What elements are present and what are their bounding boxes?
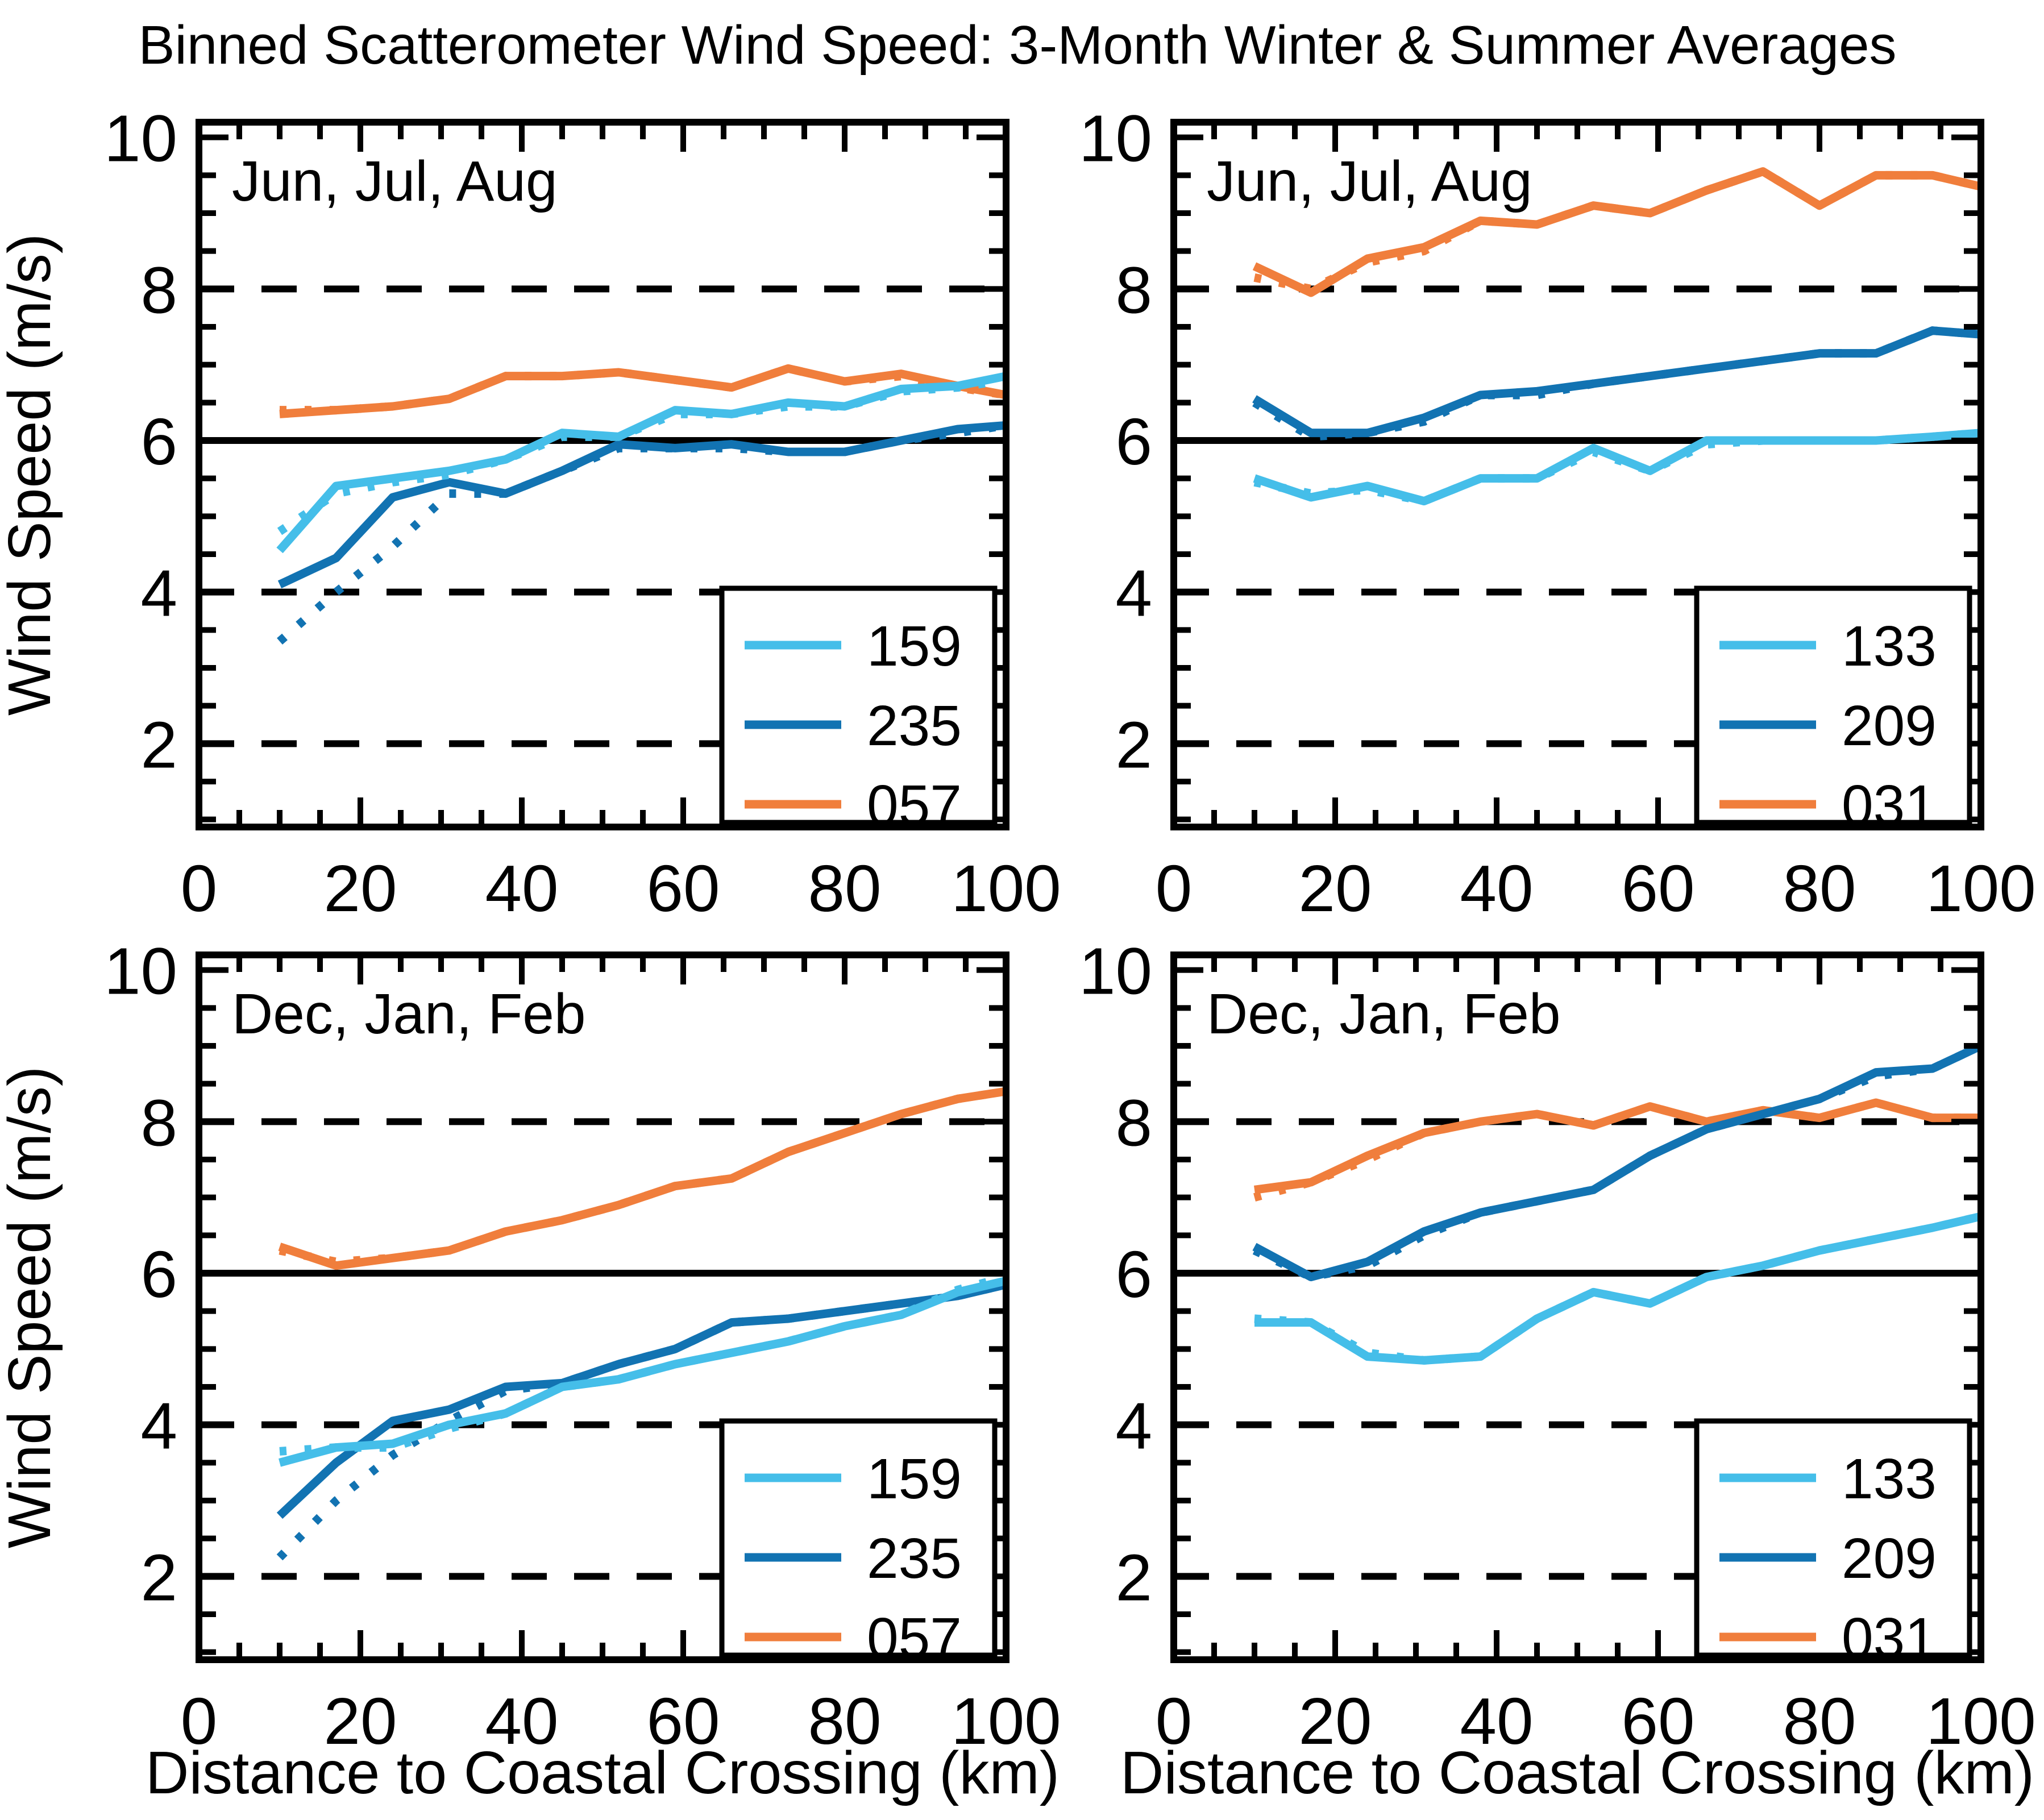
y-tick-label-8: 8 (140, 1086, 177, 1160)
series-159-dotted (279, 1273, 1007, 1456)
y-tick-label-2: 2 (1115, 708, 1152, 782)
series-133-dotted (1253, 429, 1981, 506)
y-tick-label-6: 6 (140, 1237, 177, 1311)
legend: 159 235 057 (719, 585, 998, 837)
legend-box (1694, 1418, 1972, 1658)
x-axis-label-left: Distance to Coastal Crossing (km) (146, 1739, 1060, 1806)
y-tick-label-6: 6 (1115, 405, 1152, 479)
x-tick-label-60: 60 (1621, 1684, 1694, 1758)
x-tick-label-100: 100 (951, 851, 1061, 925)
x-tick-label-40: 40 (1460, 851, 1533, 925)
x-tick-label-20: 20 (323, 1684, 397, 1758)
x-tick-label-0: 0 (181, 1684, 218, 1758)
season-label: Dec, Jan, Feb (1207, 982, 1561, 1046)
legend-label-057: 057 (867, 774, 962, 837)
x-tick-label-40: 40 (1460, 1684, 1533, 1758)
y-tick-label-8: 8 (1115, 253, 1152, 327)
legend-label-159: 159 (867, 1447, 962, 1511)
series-235-dotted (277, 421, 1007, 645)
legend-label-209: 209 (1842, 694, 1937, 758)
x-tick-label-0: 0 (181, 851, 218, 925)
x-tick-label-40: 40 (485, 851, 558, 925)
x-tick-label-80: 80 (808, 851, 881, 925)
series-031-dotted (1253, 167, 1982, 293)
figure-title: Binned Scatterometer Wind Speed: 3-Month… (139, 15, 1897, 76)
series-057-solid (279, 364, 1007, 418)
x-tick-label-60: 60 (646, 1684, 720, 1758)
series-159-solid (276, 372, 1007, 554)
legend-box (719, 585, 998, 825)
legend-box (1694, 585, 1972, 825)
y-axis-label-bottom: Wind Speed (m/s) (0, 1066, 63, 1548)
series-209-dotted (1252, 1042, 1983, 1282)
series-209-dotted (1252, 326, 1981, 441)
y-tick-label-6: 6 (140, 405, 177, 479)
legend: 159 235 057 (719, 1418, 998, 1670)
y-tick-label-4: 4 (140, 556, 177, 630)
legend-label-133: 133 (1842, 1447, 1937, 1511)
y-tick-label-10: 10 (104, 934, 177, 1008)
legend: 133 209 031 (1694, 585, 1972, 837)
x-tick-label-20: 20 (1298, 851, 1372, 925)
x-tick-label-60: 60 (1621, 851, 1694, 925)
x-axis-label-right: Distance to Coastal Crossing (km) (1120, 1739, 2034, 1806)
legend-label-159: 159 (867, 614, 962, 678)
x-tick-label-20: 20 (1298, 1684, 1372, 1758)
legend: 133 209 031 (1694, 1418, 1972, 1670)
x-tick-label-0: 0 (1156, 1684, 1193, 1758)
y-tick-label-2: 2 (140, 1540, 177, 1614)
y-tick-label-2: 2 (140, 708, 177, 782)
x-tick-label-100: 100 (951, 1684, 1061, 1758)
x-tick-label-100: 100 (1926, 1684, 2036, 1758)
y-tick-label-10: 10 (1079, 102, 1152, 176)
series-209-solid (1252, 1042, 1983, 1282)
legend-label-133: 133 (1842, 614, 1937, 678)
x-tick-label-40: 40 (485, 1684, 558, 1758)
y-tick-label-8: 8 (140, 253, 177, 327)
legend-label-057: 057 (867, 1606, 962, 1670)
series-133-dotted (1254, 1212, 1982, 1365)
x-tick-label-80: 80 (1783, 851, 1856, 925)
legend-label-031: 031 (1842, 1606, 1937, 1670)
y-tick-label-4: 4 (140, 1389, 177, 1463)
season-label: Dec, Jan, Feb (232, 982, 586, 1046)
y-tick-label-10: 10 (104, 102, 177, 176)
series-235-dotted (276, 1280, 1007, 1561)
y-tick-label-4: 4 (1115, 556, 1152, 630)
y-tick-label-4: 4 (1115, 1389, 1152, 1463)
x-tick-label-0: 0 (1156, 851, 1193, 925)
x-tick-label-20: 20 (323, 851, 397, 925)
series-031-dotted (1253, 1098, 1981, 1202)
x-tick-label-100: 100 (1926, 851, 2036, 925)
season-label: Jun, Jul, Aug (232, 149, 558, 213)
legend-label-209: 209 (1842, 1527, 1937, 1590)
y-axis-label-top: Wind Speed (m/s) (0, 234, 63, 716)
legend-box (719, 1418, 998, 1658)
season-label: Jun, Jul, Aug (1207, 149, 1532, 213)
x-tick-label-60: 60 (646, 851, 720, 925)
legend-label-031: 031 (1842, 774, 1937, 837)
y-tick-label-6: 6 (1115, 1237, 1152, 1311)
legend-label-235: 235 (867, 1527, 962, 1590)
y-tick-label-8: 8 (1115, 1086, 1152, 1160)
x-tick-label-80: 80 (808, 1684, 881, 1758)
x-tick-label-80: 80 (1783, 1684, 1856, 1758)
legend-label-235: 235 (867, 694, 962, 758)
y-tick-label-2: 2 (1115, 1540, 1152, 1614)
y-tick-label-10: 10 (1079, 934, 1152, 1008)
series-057-dotted (279, 1087, 1007, 1266)
